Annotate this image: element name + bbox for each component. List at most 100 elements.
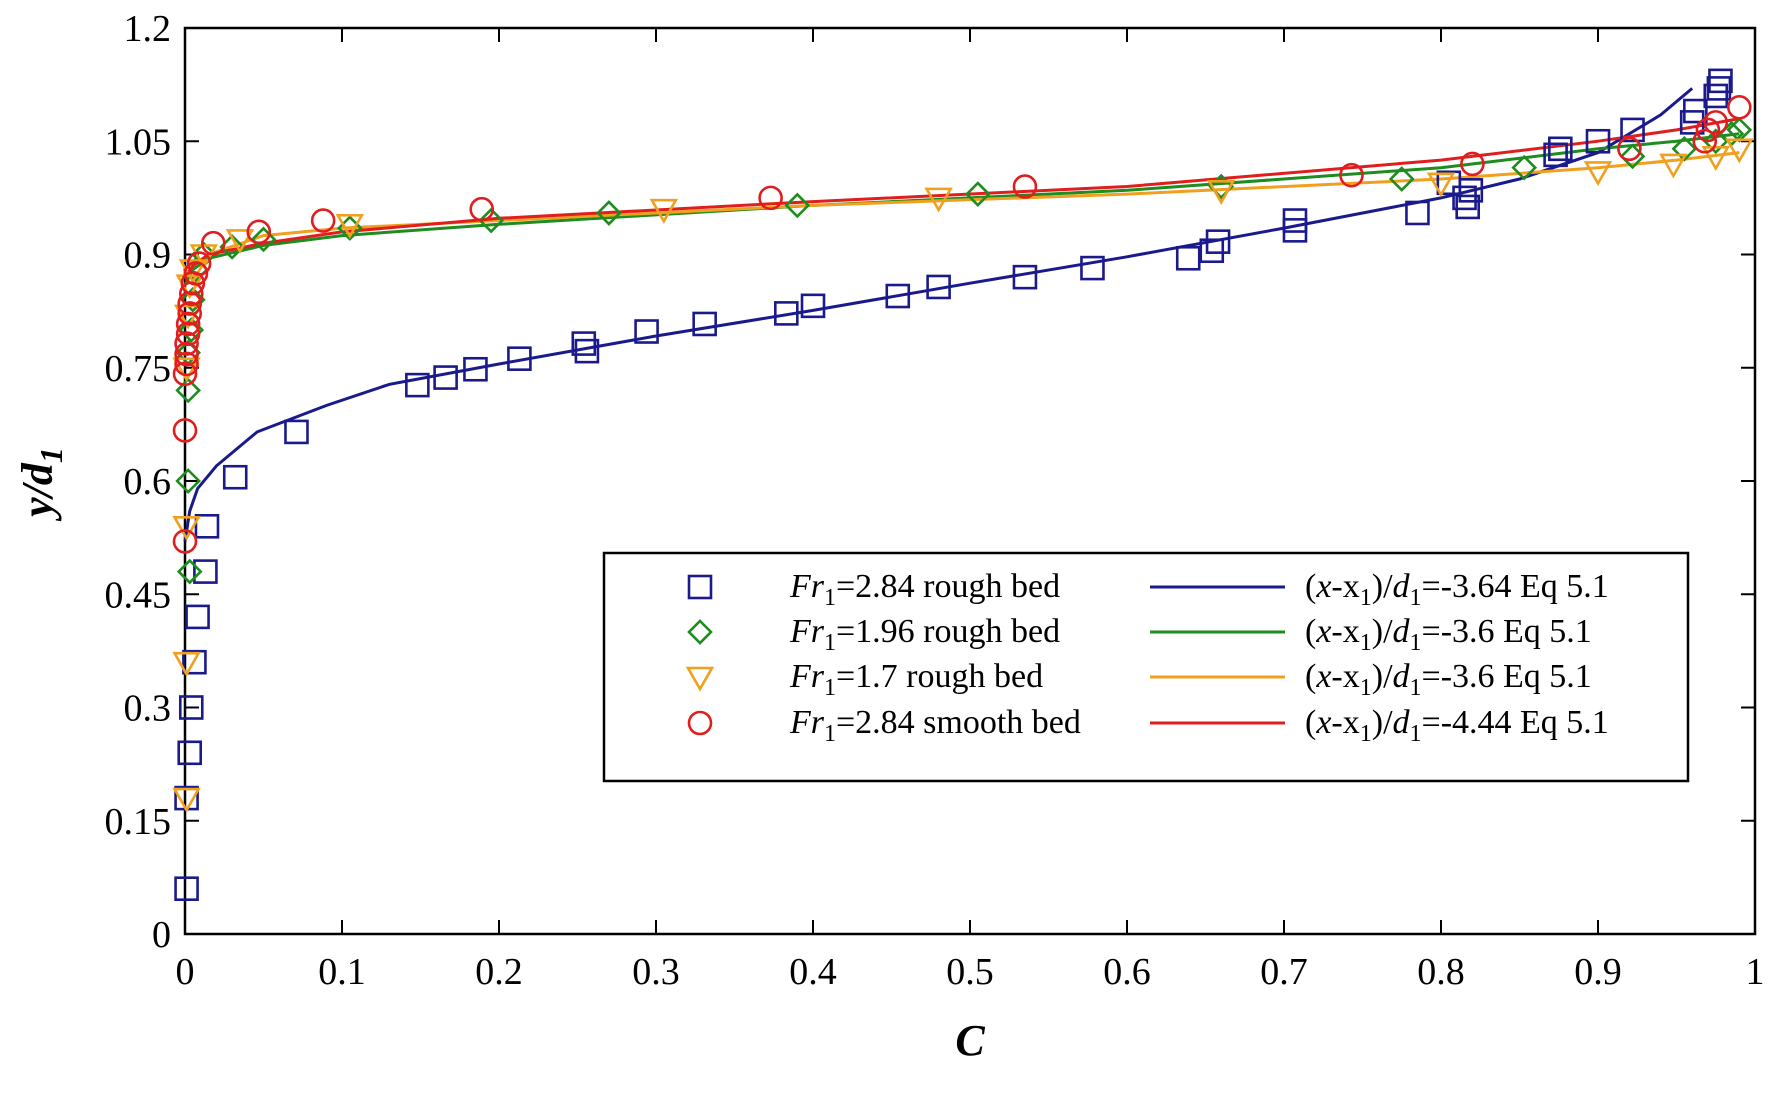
data-point [1703, 83, 1729, 109]
data-point [1452, 185, 1477, 211]
data-point [174, 351, 199, 377]
fit-lines [183, 87, 1740, 542]
data-point [1548, 136, 1573, 162]
fit-legend-label-2: (x-x1)/d1=-3.6 Eq 5.1 [1305, 658, 1592, 701]
data-point [1659, 153, 1688, 179]
fit-label-x: x [1315, 704, 1331, 741]
x-tick-label: 0.7 [1260, 951, 1308, 993]
data-point [185, 604, 210, 630]
fit-label-d: d [1393, 658, 1411, 695]
data-point [175, 377, 201, 404]
legend-label-sub: 1 [824, 585, 836, 611]
y-tick-label: 0.3 [124, 688, 172, 730]
y-tick-label: 0 [152, 914, 171, 956]
data-point [246, 219, 272, 245]
fit-label-close: )/ [1372, 658, 1393, 695]
data-point [433, 365, 458, 390]
legend-label-1: Fr1=1.96 rough bed [789, 613, 1060, 656]
legend-label-var: Fr [789, 658, 825, 695]
data-point [463, 356, 488, 382]
data-point [1617, 136, 1642, 162]
legend-box [602, 551, 1690, 783]
data-point [189, 244, 219, 270]
data-point [200, 230, 226, 256]
data-point [176, 558, 203, 585]
y-tick-label: 1.2 [124, 8, 172, 50]
data-point [186, 251, 212, 276]
data-point [1692, 128, 1718, 154]
data-point [194, 513, 220, 539]
data-point [1405, 200, 1430, 226]
data-point [1583, 161, 1613, 187]
data-point [172, 515, 201, 541]
legend-label-2: Fr1=1.7 rough bed [789, 658, 1043, 701]
data-point [634, 319, 659, 344]
y-tick-label: 0.9 [124, 235, 172, 277]
data-point [478, 207, 504, 234]
data-point [1725, 138, 1754, 164]
data-point [649, 198, 679, 224]
x-tick-label: 0.8 [1417, 951, 1465, 993]
data-point [1388, 166, 1415, 192]
y-axis-title-main: y/d [13, 462, 62, 522]
data-point [177, 740, 203, 766]
legend-label-text: =1.96 rough bed [836, 613, 1060, 650]
x-tick-label: 0.3 [632, 951, 680, 993]
data-point [1727, 94, 1752, 120]
fit-label-paren: ( [1305, 568, 1316, 605]
plot-frame [183, 26, 1757, 936]
fit-line-2 [183, 151, 1740, 278]
fit-label-close: )/ [1372, 704, 1393, 741]
data-point [692, 311, 717, 337]
data-point [173, 304, 203, 330]
x-tick-label: 0 [176, 951, 195, 993]
data-point [574, 338, 600, 364]
y-axis-title: y/d1 [13, 447, 69, 522]
data-point [284, 419, 309, 445]
x-tick-label: 0.1 [318, 951, 366, 993]
series-3-markers [172, 94, 1752, 554]
fit-label-sub1: 1 [1360, 630, 1372, 656]
data-point [174, 331, 199, 356]
data-point [172, 787, 201, 813]
fit-label-value: =-3.64 Eq 5.1 [1422, 568, 1609, 605]
data-point [175, 468, 201, 494]
fit-label-sub2: 1 [1410, 721, 1422, 747]
data-point [178, 259, 208, 285]
data-point [1620, 117, 1645, 143]
data-point [1080, 255, 1105, 281]
legend-label-var: Fr [789, 704, 825, 741]
fit-legend-label-3: (x-x1)/d1=-4.44 Eq 5.1 [1305, 704, 1609, 747]
fit-label-minus-x: -x [1331, 704, 1359, 741]
data-point [926, 274, 951, 300]
data-markers [172, 68, 1754, 902]
legend-label-var: Fr [789, 613, 825, 650]
data-point [310, 208, 336, 233]
data-point [1703, 110, 1729, 135]
fit-label-sub2: 1 [1410, 675, 1422, 701]
fit-label-d: d [1393, 613, 1411, 650]
x-tick-label: 0.2 [475, 951, 523, 993]
data-point [1455, 194, 1480, 220]
x-axis-title: C [955, 1016, 985, 1065]
data-point [924, 187, 953, 213]
legend-label-0: Fr1=2.84 rough bed [789, 568, 1060, 611]
fit-label-x: x [1315, 658, 1331, 695]
fit-label-value: =-3.6 Eq 5.1 [1422, 613, 1592, 650]
legend-marker-3 [687, 710, 713, 736]
fit-line-1 [183, 132, 1740, 286]
data-point [1683, 98, 1708, 124]
data-point [193, 559, 218, 584]
y-tick-label: 1.05 [105, 121, 172, 163]
data-point [758, 185, 783, 211]
fit-label-paren: ( [1305, 704, 1316, 741]
y-tick-label: 0.45 [105, 574, 172, 616]
legend-label-3: Fr1=2.84 smooth bed [789, 704, 1081, 747]
data-point [405, 372, 430, 398]
legend-marker-0 [687, 574, 713, 600]
data-point [800, 293, 826, 319]
data-point [1511, 154, 1538, 181]
fit-label-sub1: 1 [1360, 675, 1372, 701]
x-tick-label: 0.5 [946, 951, 994, 993]
data-point [1543, 142, 1568, 168]
